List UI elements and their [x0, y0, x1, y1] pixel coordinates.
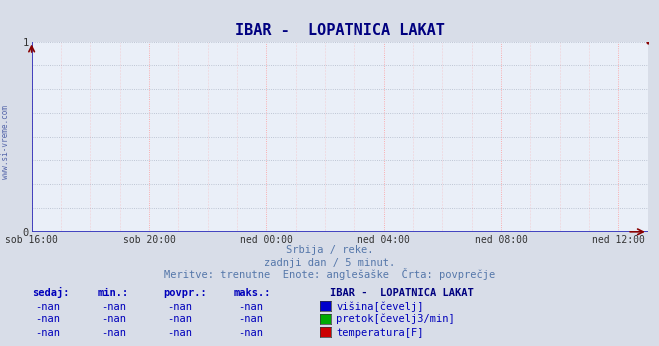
Text: Meritve: trenutne  Enote: anglešaške  Črta: povprečje: Meritve: trenutne Enote: anglešaške Črta…: [164, 268, 495, 280]
Text: -nan: -nan: [101, 302, 127, 312]
Text: -nan: -nan: [36, 302, 61, 312]
Text: -nan: -nan: [167, 328, 192, 338]
Text: višina[čevelj]: višina[čevelj]: [336, 301, 424, 312]
Text: povpr.:: povpr.:: [163, 288, 207, 298]
Text: www.si-vreme.com: www.si-vreme.com: [1, 105, 10, 179]
Text: -nan: -nan: [101, 328, 127, 338]
Text: sedaj:: sedaj:: [32, 287, 69, 298]
Text: -nan: -nan: [238, 315, 263, 325]
Text: min.:: min.:: [98, 288, 129, 298]
Text: temperatura[F]: temperatura[F]: [336, 328, 424, 338]
Text: IBAR -  LOPATNICA LAKAT: IBAR - LOPATNICA LAKAT: [330, 288, 473, 298]
Text: -nan: -nan: [238, 302, 263, 312]
Text: -nan: -nan: [101, 315, 127, 325]
Text: maks.:: maks.:: [234, 288, 272, 298]
Text: -nan: -nan: [36, 328, 61, 338]
Title: IBAR -  LOPATNICA LAKAT: IBAR - LOPATNICA LAKAT: [235, 22, 445, 38]
Text: zadnji dan / 5 minut.: zadnji dan / 5 minut.: [264, 258, 395, 268]
Text: -nan: -nan: [36, 315, 61, 325]
Text: -nan: -nan: [238, 328, 263, 338]
Text: pretok[čevelj3/min]: pretok[čevelj3/min]: [336, 314, 455, 325]
Text: -nan: -nan: [167, 302, 192, 312]
Text: Srbija / reke.: Srbija / reke.: [286, 245, 373, 255]
Text: -nan: -nan: [167, 315, 192, 325]
